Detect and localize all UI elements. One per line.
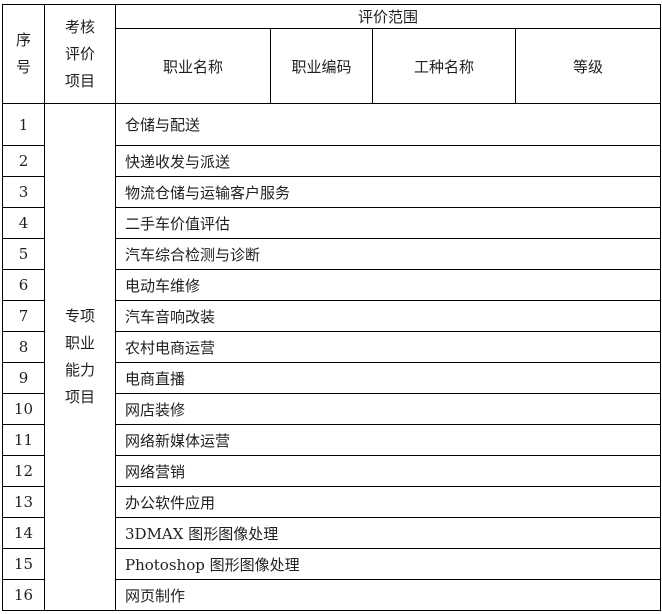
occupation-cell: 二手车价值评估: [114, 207, 662, 239]
table-row: 11 网络新媒体运营: [2, 424, 662, 456]
row-number: 1: [2, 103, 45, 146]
table-row: 5 汽车综合检测与诊断: [2, 238, 662, 270]
occupation-cell: 物流仓储与运输客户服务: [114, 176, 662, 208]
table-row: 4 二手车价值评估: [2, 207, 662, 239]
occupation-cell: 汽车综合检测与诊断: [114, 238, 662, 270]
table-row: 14 3DMAX 图形图像处理: [2, 517, 662, 549]
row-number: 16: [2, 579, 45, 611]
row-number: 3: [2, 176, 45, 208]
header-row-columns: 职业名称 职业编码 工种名称 等级: [3, 28, 662, 104]
row-number: 14: [2, 517, 45, 549]
col-header-serial-label: 序号: [15, 31, 31, 76]
category-cell: 专项职业能力项目: [44, 103, 116, 611]
table-row: 16 网页制作: [2, 579, 662, 611]
occupation-cell: 电动车维修: [114, 269, 662, 301]
table-row: 6 电动车维修: [2, 269, 662, 301]
row-number: 4: [2, 207, 45, 239]
row-number: 11: [2, 424, 45, 456]
occupation-cell: 网店装修: [114, 393, 662, 425]
occupation-cell: Photoshop 图形图像处理: [114, 548, 662, 580]
col-header-job-type-name: 工种名称: [372, 28, 516, 104]
occupation-cell: 网络营销: [114, 455, 662, 487]
occupation-cell: 快递收发与派送: [114, 145, 662, 177]
table-row: 2 快递收发与派送: [2, 145, 662, 177]
occupation-cell: 农村电商运营: [114, 331, 662, 363]
row-number: 5: [2, 238, 45, 270]
row-number: 15: [2, 548, 45, 580]
table-row: 9 电商直播: [2, 362, 662, 394]
col-header-level: 等级: [514, 28, 662, 104]
occupation-cell: 仓储与配送: [114, 103, 662, 146]
occupation-cell: 办公软件应用: [114, 486, 662, 518]
occupation-cell: 电商直播: [114, 362, 662, 394]
table-row: 3 物流仓储与运输客户服务: [2, 176, 662, 208]
col-header-occupation-name: 职业名称: [115, 28, 271, 104]
occupation-cell: 网页制作: [114, 579, 662, 611]
col-header-serial: 序号: [2, 4, 45, 104]
table-row: 1 专项职业能力项目 仓储与配送: [2, 103, 662, 611]
row-number: 12: [2, 455, 45, 487]
table-row: 13 办公软件应用: [2, 486, 662, 518]
category-cell-label: 专项职业能力项目: [65, 307, 96, 406]
col-header-occupation-code: 职业编码: [270, 28, 373, 104]
col-header-assessment-item: 考核评价项目: [44, 4, 116, 104]
row-number: 2: [2, 145, 45, 177]
table-row: 12 网络营销: [2, 455, 662, 487]
occupation-cell: 网络新媒体运营: [114, 424, 662, 456]
evaluation-scope-table: 序号 考核评价项目 评价范围 职业名称 职业编码 工种名称 等级 1 专项职业能…: [2, 4, 662, 611]
row-number: 10: [2, 393, 45, 425]
occupation-cell: 3DMAX 图形图像处理: [114, 517, 662, 549]
occupation-cell: 汽车音响改装: [114, 300, 662, 332]
row-number: 13: [2, 486, 45, 518]
col-header-assessment-item-label: 考核评价项目: [65, 17, 96, 90]
row-number: 9: [2, 362, 45, 394]
row-number: 6: [2, 269, 45, 301]
table-row: 8 农村电商运营: [2, 331, 662, 363]
row-number: 8: [2, 331, 45, 363]
header-row-scope: 序号 考核评价项目 评价范围: [2, 4, 662, 104]
row-number: 7: [2, 300, 45, 332]
header-eval-scope: 评价范围: [114, 4, 662, 29]
